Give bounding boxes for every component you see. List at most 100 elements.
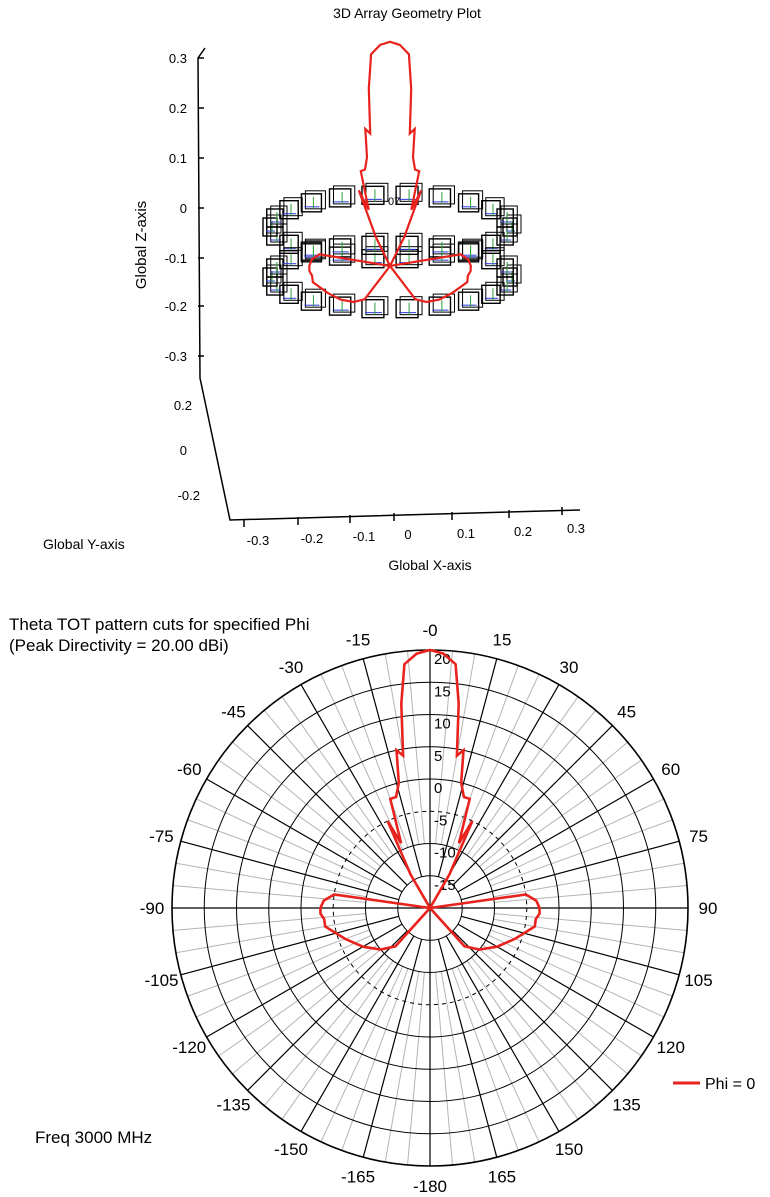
minor-spoke	[451, 665, 519, 848]
element-face	[361, 298, 385, 319]
radial-tick-labels: 20 15 10 5 0 -5 -10 -15	[434, 651, 456, 894]
minor-spoke	[435, 650, 453, 844]
element-back	[485, 247, 505, 267]
element-face	[496, 258, 514, 278]
element-back	[432, 185, 455, 205]
array-element	[328, 185, 356, 208]
minor-spoke	[435, 972, 453, 1166]
array-element	[262, 214, 282, 237]
element-back	[462, 240, 484, 260]
minor-spoke	[407, 972, 425, 1166]
major-spoke	[180, 840, 400, 901]
element-back	[399, 296, 423, 316]
minor-spoke	[341, 968, 409, 1151]
minor-spoke	[384, 971, 420, 1163]
element-face	[481, 199, 501, 220]
element-face	[481, 249, 501, 270]
major-spoke	[457, 778, 654, 893]
geometry-axes	[197, 47, 581, 527]
element-back	[485, 197, 505, 217]
angle-tick-label: -120	[172, 1038, 206, 1057]
element-face	[481, 234, 501, 255]
array-element	[266, 255, 288, 278]
array-element	[328, 293, 356, 316]
z-axis-label: Global Z-axis	[133, 201, 150, 289]
minor-spoke	[195, 934, 372, 1018]
y-tick-label: 0.2	[174, 398, 192, 413]
array-element	[457, 190, 484, 213]
minor-spoke	[493, 918, 685, 954]
array-element	[266, 205, 288, 228]
angle-tick-labels: -0 153045607590105120135150165-180-165-15…	[140, 621, 718, 1196]
minor-spoke	[490, 819, 673, 887]
x-axis-label: Global X-axis	[388, 557, 471, 573]
major-spoke	[457, 923, 654, 1038]
minor-spoke	[482, 759, 642, 872]
element-face	[395, 235, 419, 256]
z-tick-label: -0.2	[165, 299, 187, 314]
element-back	[365, 296, 389, 316]
major-spoke	[247, 930, 408, 1091]
element-face	[328, 188, 352, 208]
minor-spoke	[488, 934, 665, 1018]
minor-spoke	[488, 798, 665, 882]
y-tick-label: 0	[180, 443, 187, 458]
chart-subtitle: (Peak Directivity = 20.00 dBi)	[9, 636, 229, 655]
element-face	[300, 291, 323, 311]
minor-spoke	[281, 696, 394, 856]
element-back	[462, 190, 484, 210]
array-element	[496, 205, 518, 228]
angle-tick-label: -165	[341, 1168, 375, 1187]
y-tick-label: -0.2	[178, 488, 200, 503]
major-spoke	[437, 658, 498, 878]
x-tick-label: -0.3	[247, 533, 269, 548]
grid-ring	[203, 681, 657, 1135]
array-element	[300, 190, 326, 213]
array-element-label: 07	[388, 196, 400, 208]
element-face	[279, 234, 299, 255]
element-back	[333, 293, 356, 313]
z-tick-label: 0.3	[169, 51, 187, 66]
array-geometry-plot: 3D Array Geometry Plot 07 0.3 0.2 0.1 0 -0.1…	[43, 5, 585, 573]
radial-tick-label: 10	[434, 716, 451, 733]
element-face	[279, 284, 299, 305]
angle-tick-label: -180	[413, 1177, 447, 1196]
element-back	[485, 281, 505, 301]
angle-tick-label: -0	[422, 621, 437, 640]
minor-spoke	[466, 960, 579, 1120]
major-spoke	[300, 684, 415, 881]
array-elements	[262, 182, 522, 319]
element-back	[283, 281, 303, 301]
major-spoke	[460, 915, 680, 976]
angle-tick-label: -30	[279, 658, 304, 677]
element-back	[283, 247, 303, 267]
radial-tick-label: -10	[434, 845, 456, 862]
element-face	[266, 208, 284, 228]
angle-tick-label: 105	[684, 971, 712, 990]
array-element	[279, 231, 303, 255]
y-axis-ticks: 0.2 0 -0.2	[174, 398, 200, 503]
major-spoke	[460, 840, 680, 901]
minor-spoke	[451, 968, 519, 1151]
angle-tick-label: 165	[488, 1168, 516, 1187]
geometry-plot-title: 3D Array Geometry Plot	[333, 5, 481, 21]
minor-spoke	[232, 949, 381, 1075]
element-back	[399, 246, 423, 266]
array-element	[361, 232, 389, 256]
angle-tick-label: -90	[140, 899, 165, 918]
z-tick-label: 0.2	[169, 101, 187, 116]
angle-tick-label: -75	[149, 827, 174, 846]
array-element	[428, 185, 455, 208]
angle-tick-label: -150	[274, 1140, 308, 1159]
minor-spoke	[218, 944, 378, 1057]
minor-spoke	[263, 957, 389, 1106]
array-element	[481, 231, 505, 255]
minor-spoke	[195, 798, 372, 882]
legend-entry-phi-0: Phi = 0	[705, 1076, 755, 1093]
major-spoke	[247, 725, 408, 886]
element-back	[304, 288, 326, 308]
minor-spoke	[479, 949, 628, 1075]
major-spoke	[445, 684, 560, 881]
angle-tick-label: -60	[177, 760, 202, 779]
angle-tick-label: 60	[661, 760, 680, 779]
